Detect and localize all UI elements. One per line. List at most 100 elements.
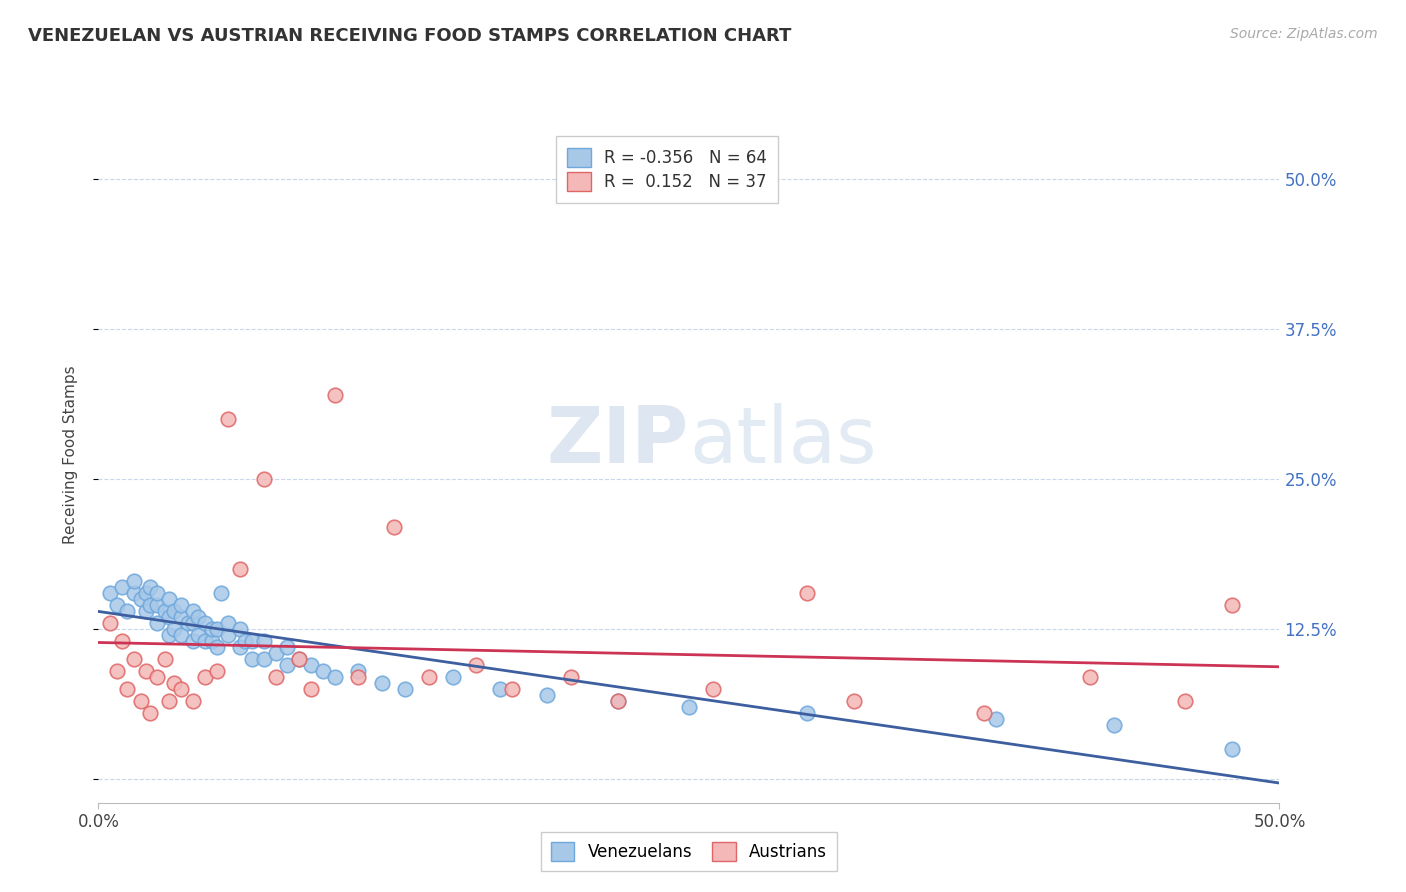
Point bbox=[157, 591, 180, 606]
Point bbox=[347, 664, 370, 678]
Point bbox=[489, 681, 512, 696]
Point bbox=[129, 591, 152, 606]
Text: VENEZUELAN VS AUSTRIAN RECEIVING FOOD STAMPS CORRELATION CHART: VENEZUELAN VS AUSTRIAN RECEIVING FOOD ST… bbox=[28, 27, 792, 45]
Legend: Venezuelans, Austrians: Venezuelans, Austrians bbox=[541, 831, 837, 871]
Point bbox=[1174, 694, 1197, 708]
Point bbox=[139, 598, 162, 612]
Point bbox=[170, 628, 193, 642]
Point bbox=[157, 610, 180, 624]
Point bbox=[984, 712, 1007, 726]
Point bbox=[157, 694, 180, 708]
Point bbox=[1220, 741, 1243, 756]
Point bbox=[139, 706, 162, 720]
Point bbox=[163, 676, 186, 690]
Point bbox=[253, 633, 276, 648]
Point bbox=[122, 586, 145, 600]
Point bbox=[205, 664, 228, 678]
Point bbox=[678, 699, 700, 714]
Point bbox=[205, 640, 228, 654]
Point bbox=[146, 615, 169, 630]
Point bbox=[122, 574, 145, 588]
Point bbox=[418, 670, 440, 684]
Point bbox=[170, 598, 193, 612]
Point bbox=[217, 412, 239, 426]
Point bbox=[276, 657, 298, 672]
Point bbox=[229, 562, 252, 576]
Point bbox=[135, 586, 157, 600]
Point bbox=[347, 670, 370, 684]
Point bbox=[170, 610, 193, 624]
Point bbox=[299, 681, 322, 696]
Point bbox=[163, 622, 186, 636]
Point bbox=[157, 628, 180, 642]
Point bbox=[796, 706, 818, 720]
Point bbox=[187, 610, 209, 624]
Point bbox=[194, 670, 217, 684]
Point bbox=[233, 633, 256, 648]
Point bbox=[536, 688, 558, 702]
Point bbox=[288, 652, 311, 666]
Point bbox=[209, 586, 232, 600]
Point bbox=[187, 628, 209, 642]
Point bbox=[105, 664, 128, 678]
Y-axis label: Receiving Food Stamps: Receiving Food Stamps bbox=[63, 366, 77, 544]
Point bbox=[135, 664, 157, 678]
Point bbox=[312, 664, 335, 678]
Point bbox=[1220, 598, 1243, 612]
Point bbox=[153, 652, 176, 666]
Point bbox=[170, 681, 193, 696]
Point bbox=[607, 694, 630, 708]
Point bbox=[115, 604, 138, 618]
Point bbox=[194, 615, 217, 630]
Point bbox=[607, 694, 630, 708]
Point bbox=[194, 633, 217, 648]
Point bbox=[276, 640, 298, 654]
Point bbox=[217, 615, 239, 630]
Point bbox=[146, 598, 169, 612]
Point bbox=[217, 628, 239, 642]
Point bbox=[111, 633, 134, 648]
Point bbox=[253, 652, 276, 666]
Point bbox=[253, 472, 276, 486]
Point bbox=[371, 676, 394, 690]
Point bbox=[146, 670, 169, 684]
Point bbox=[240, 633, 263, 648]
Point bbox=[129, 694, 152, 708]
Point bbox=[501, 681, 523, 696]
Point bbox=[229, 640, 252, 654]
Point bbox=[1080, 670, 1102, 684]
Point bbox=[105, 598, 128, 612]
Text: atlas: atlas bbox=[689, 403, 876, 479]
Point bbox=[98, 586, 121, 600]
Point bbox=[382, 520, 405, 534]
Point bbox=[702, 681, 724, 696]
Point bbox=[299, 657, 322, 672]
Point bbox=[465, 657, 488, 672]
Point bbox=[111, 580, 134, 594]
Point bbox=[181, 604, 204, 618]
Point bbox=[98, 615, 121, 630]
Point bbox=[201, 622, 224, 636]
Point bbox=[115, 681, 138, 696]
Point bbox=[163, 604, 186, 618]
Point bbox=[181, 615, 204, 630]
Point bbox=[441, 670, 464, 684]
Point bbox=[796, 586, 818, 600]
Point bbox=[146, 586, 169, 600]
Text: ZIP: ZIP bbox=[547, 403, 689, 479]
Point bbox=[264, 646, 287, 660]
Point bbox=[323, 670, 346, 684]
Point bbox=[201, 633, 224, 648]
Point bbox=[181, 633, 204, 648]
Point bbox=[973, 706, 995, 720]
Point bbox=[288, 652, 311, 666]
Point bbox=[323, 388, 346, 402]
Point bbox=[394, 681, 416, 696]
Point bbox=[844, 694, 866, 708]
Point bbox=[153, 604, 176, 618]
Point bbox=[1102, 718, 1125, 732]
Point bbox=[560, 670, 582, 684]
Point bbox=[139, 580, 162, 594]
Point bbox=[264, 670, 287, 684]
Point bbox=[181, 694, 204, 708]
